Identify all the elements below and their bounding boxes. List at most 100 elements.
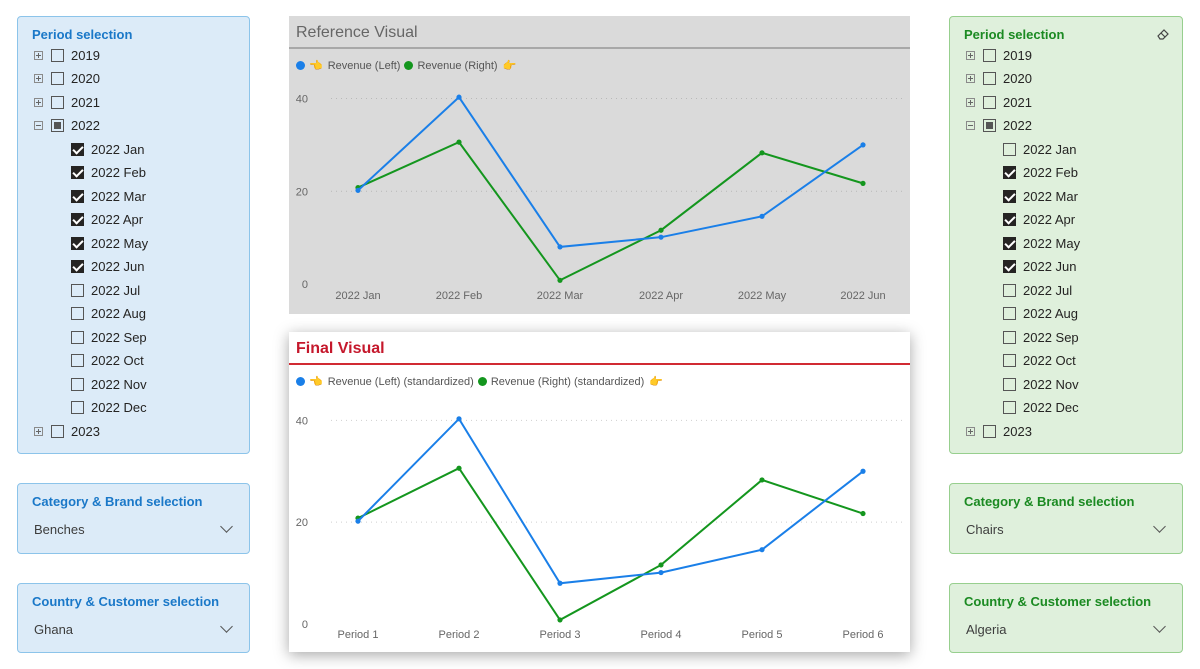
checkbox[interactable] — [1003, 330, 1016, 344]
reference-title-rule — [289, 47, 910, 49]
checkbox[interactable] — [1003, 354, 1016, 367]
period-item[interactable]: 2022 Mar — [1003, 186, 1078, 206]
left-category-value[interactable]: Benches — [34, 522, 85, 537]
checkbox[interactable] — [51, 119, 64, 132]
checkbox[interactable] — [71, 260, 84, 273]
left-country-slicer-title: Country & Customer selection — [32, 594, 220, 609]
data-point — [860, 510, 866, 517]
period-item[interactable]: 2022 Jun — [71, 257, 145, 277]
period-item[interactable]: 2022 — [966, 116, 1032, 136]
period-item[interactable]: 2022 Oct — [1003, 351, 1076, 371]
checkbox[interactable] — [71, 142, 84, 156]
chevron-down-icon[interactable] — [1153, 620, 1166, 633]
chevron-down-icon[interactable] — [220, 620, 233, 633]
period-item[interactable]: 2022 Aug — [1003, 304, 1078, 324]
checkbox[interactable] — [1003, 142, 1016, 156]
checkbox[interactable] — [51, 72, 64, 85]
period-item[interactable]: 2022 Sep — [1003, 327, 1079, 347]
expand-icon[interactable] — [966, 50, 975, 60]
right-country-slicer[interactable]: Country & Customer selection Algeria — [949, 583, 1183, 653]
period-item[interactable]: 2022 Dec — [1003, 398, 1079, 418]
expand-icon[interactable] — [34, 97, 43, 107]
checkbox[interactable] — [1003, 260, 1016, 273]
checkbox[interactable] — [51, 424, 64, 438]
left-country-slicer[interactable]: Country & Customer selection Ghana — [17, 583, 250, 653]
reference-chart: 0 20 40 2022 Jan 2022 Feb 2022 Mar 2022 Apr 202… — [296, 94, 903, 302]
period-item[interactable]: 2022 Feb — [71, 163, 146, 183]
period-item[interactable]: 2022 Feb — [1003, 163, 1078, 183]
expand-icon[interactable] — [34, 426, 43, 436]
period-item-label: 2022 Oct — [1023, 353, 1076, 368]
chevron-down-icon[interactable] — [1153, 520, 1166, 533]
checkbox[interactable] — [1003, 189, 1016, 203]
checkbox[interactable] — [71, 354, 84, 367]
expand-icon[interactable] — [966, 74, 975, 83]
checkbox[interactable] — [983, 424, 996, 438]
checkbox[interactable] — [71, 166, 84, 179]
expand-icon[interactable] — [966, 426, 975, 436]
period-item[interactable]: 2022 Mar — [71, 186, 146, 206]
period-item[interactable]: 2023 — [34, 421, 100, 441]
period-item[interactable]: 2019 — [966, 45, 1032, 65]
checkbox[interactable] — [1003, 377, 1016, 391]
period-item[interactable]: 2022 Jan — [1003, 139, 1077, 159]
checkbox[interactable] — [983, 48, 996, 62]
period-item[interactable]: 2022 Dec — [71, 398, 147, 418]
period-item[interactable]: 2021 — [966, 92, 1032, 112]
expand-icon[interactable] — [34, 74, 43, 83]
period-item[interactable]: 2022 Nov — [1003, 374, 1079, 394]
left-country-value[interactable]: Ghana — [34, 622, 74, 637]
checkbox[interactable] — [71, 330, 84, 344]
checkbox[interactable] — [983, 72, 996, 85]
period-item[interactable]: 2022 May — [71, 233, 148, 253]
checkbox[interactable] — [1003, 213, 1016, 226]
checkbox[interactable] — [71, 189, 84, 203]
period-item[interactable]: 2022 May — [1003, 233, 1080, 253]
period-item[interactable]: 2021 — [34, 92, 100, 112]
period-item-label: 2020 — [71, 71, 100, 86]
left-period-slicer: Period selection 2019 2020 2021 2022 2022 Ja… — [17, 16, 250, 454]
checkbox[interactable] — [1003, 236, 1016, 250]
period-item[interactable]: 2022 — [34, 116, 100, 136]
period-item[interactable]: 2022 Apr — [71, 210, 143, 230]
period-item[interactable]: 2022 Nov — [71, 374, 147, 394]
period-item[interactable]: 2020 — [34, 69, 100, 89]
expand-icon[interactable] — [966, 97, 975, 107]
checkbox[interactable] — [1003, 166, 1016, 179]
period-item[interactable]: 2022 Sep — [71, 327, 147, 347]
right-country-value[interactable]: Algeria — [966, 622, 1007, 637]
eraser-icon[interactable] — [1156, 27, 1170, 41]
expand-icon[interactable] — [34, 50, 43, 60]
checkbox[interactable] — [71, 401, 84, 414]
period-item-label: 2022 Aug — [1023, 306, 1078, 321]
period-item[interactable]: 2022 Jul — [1003, 280, 1072, 300]
period-item[interactable]: 2023 — [966, 421, 1032, 441]
period-item[interactable]: 2022 Apr — [1003, 210, 1075, 230]
left-category-slicer[interactable]: Category & Brand selection Benches — [17, 483, 250, 554]
checkbox[interactable] — [1003, 401, 1016, 414]
collapse-icon[interactable] — [966, 121, 975, 130]
period-item[interactable]: 2020 — [966, 69, 1032, 89]
right-category-value[interactable]: Chairs — [966, 522, 1004, 537]
checkbox[interactable] — [1003, 307, 1016, 320]
checkbox[interactable] — [1003, 283, 1016, 297]
checkbox[interactable] — [71, 236, 84, 250]
period-item[interactable]: 2022 Oct — [71, 351, 144, 371]
period-item[interactable]: 2019 — [34, 45, 100, 65]
checkbox[interactable] — [71, 307, 84, 320]
period-item[interactable]: 2022 Jul — [71, 280, 140, 300]
chevron-down-icon[interactable] — [220, 520, 233, 533]
period-item[interactable]: 2022 Aug — [71, 304, 146, 324]
checkbox[interactable] — [51, 48, 64, 62]
right-category-slicer[interactable]: Category & Brand selection Chairs — [949, 483, 1183, 554]
checkbox[interactable] — [51, 95, 64, 109]
checkbox[interactable] — [71, 283, 84, 297]
period-item[interactable]: 2022 Jan — [71, 139, 145, 159]
checkbox[interactable] — [71, 377, 84, 391]
checkbox[interactable] — [983, 119, 996, 132]
period-item-label: 2023 — [1003, 423, 1032, 439]
period-item[interactable]: 2022 Jun — [1003, 257, 1077, 277]
checkbox[interactable] — [983, 95, 996, 109]
collapse-icon[interactable] — [34, 121, 43, 130]
checkbox[interactable] — [71, 213, 84, 226]
